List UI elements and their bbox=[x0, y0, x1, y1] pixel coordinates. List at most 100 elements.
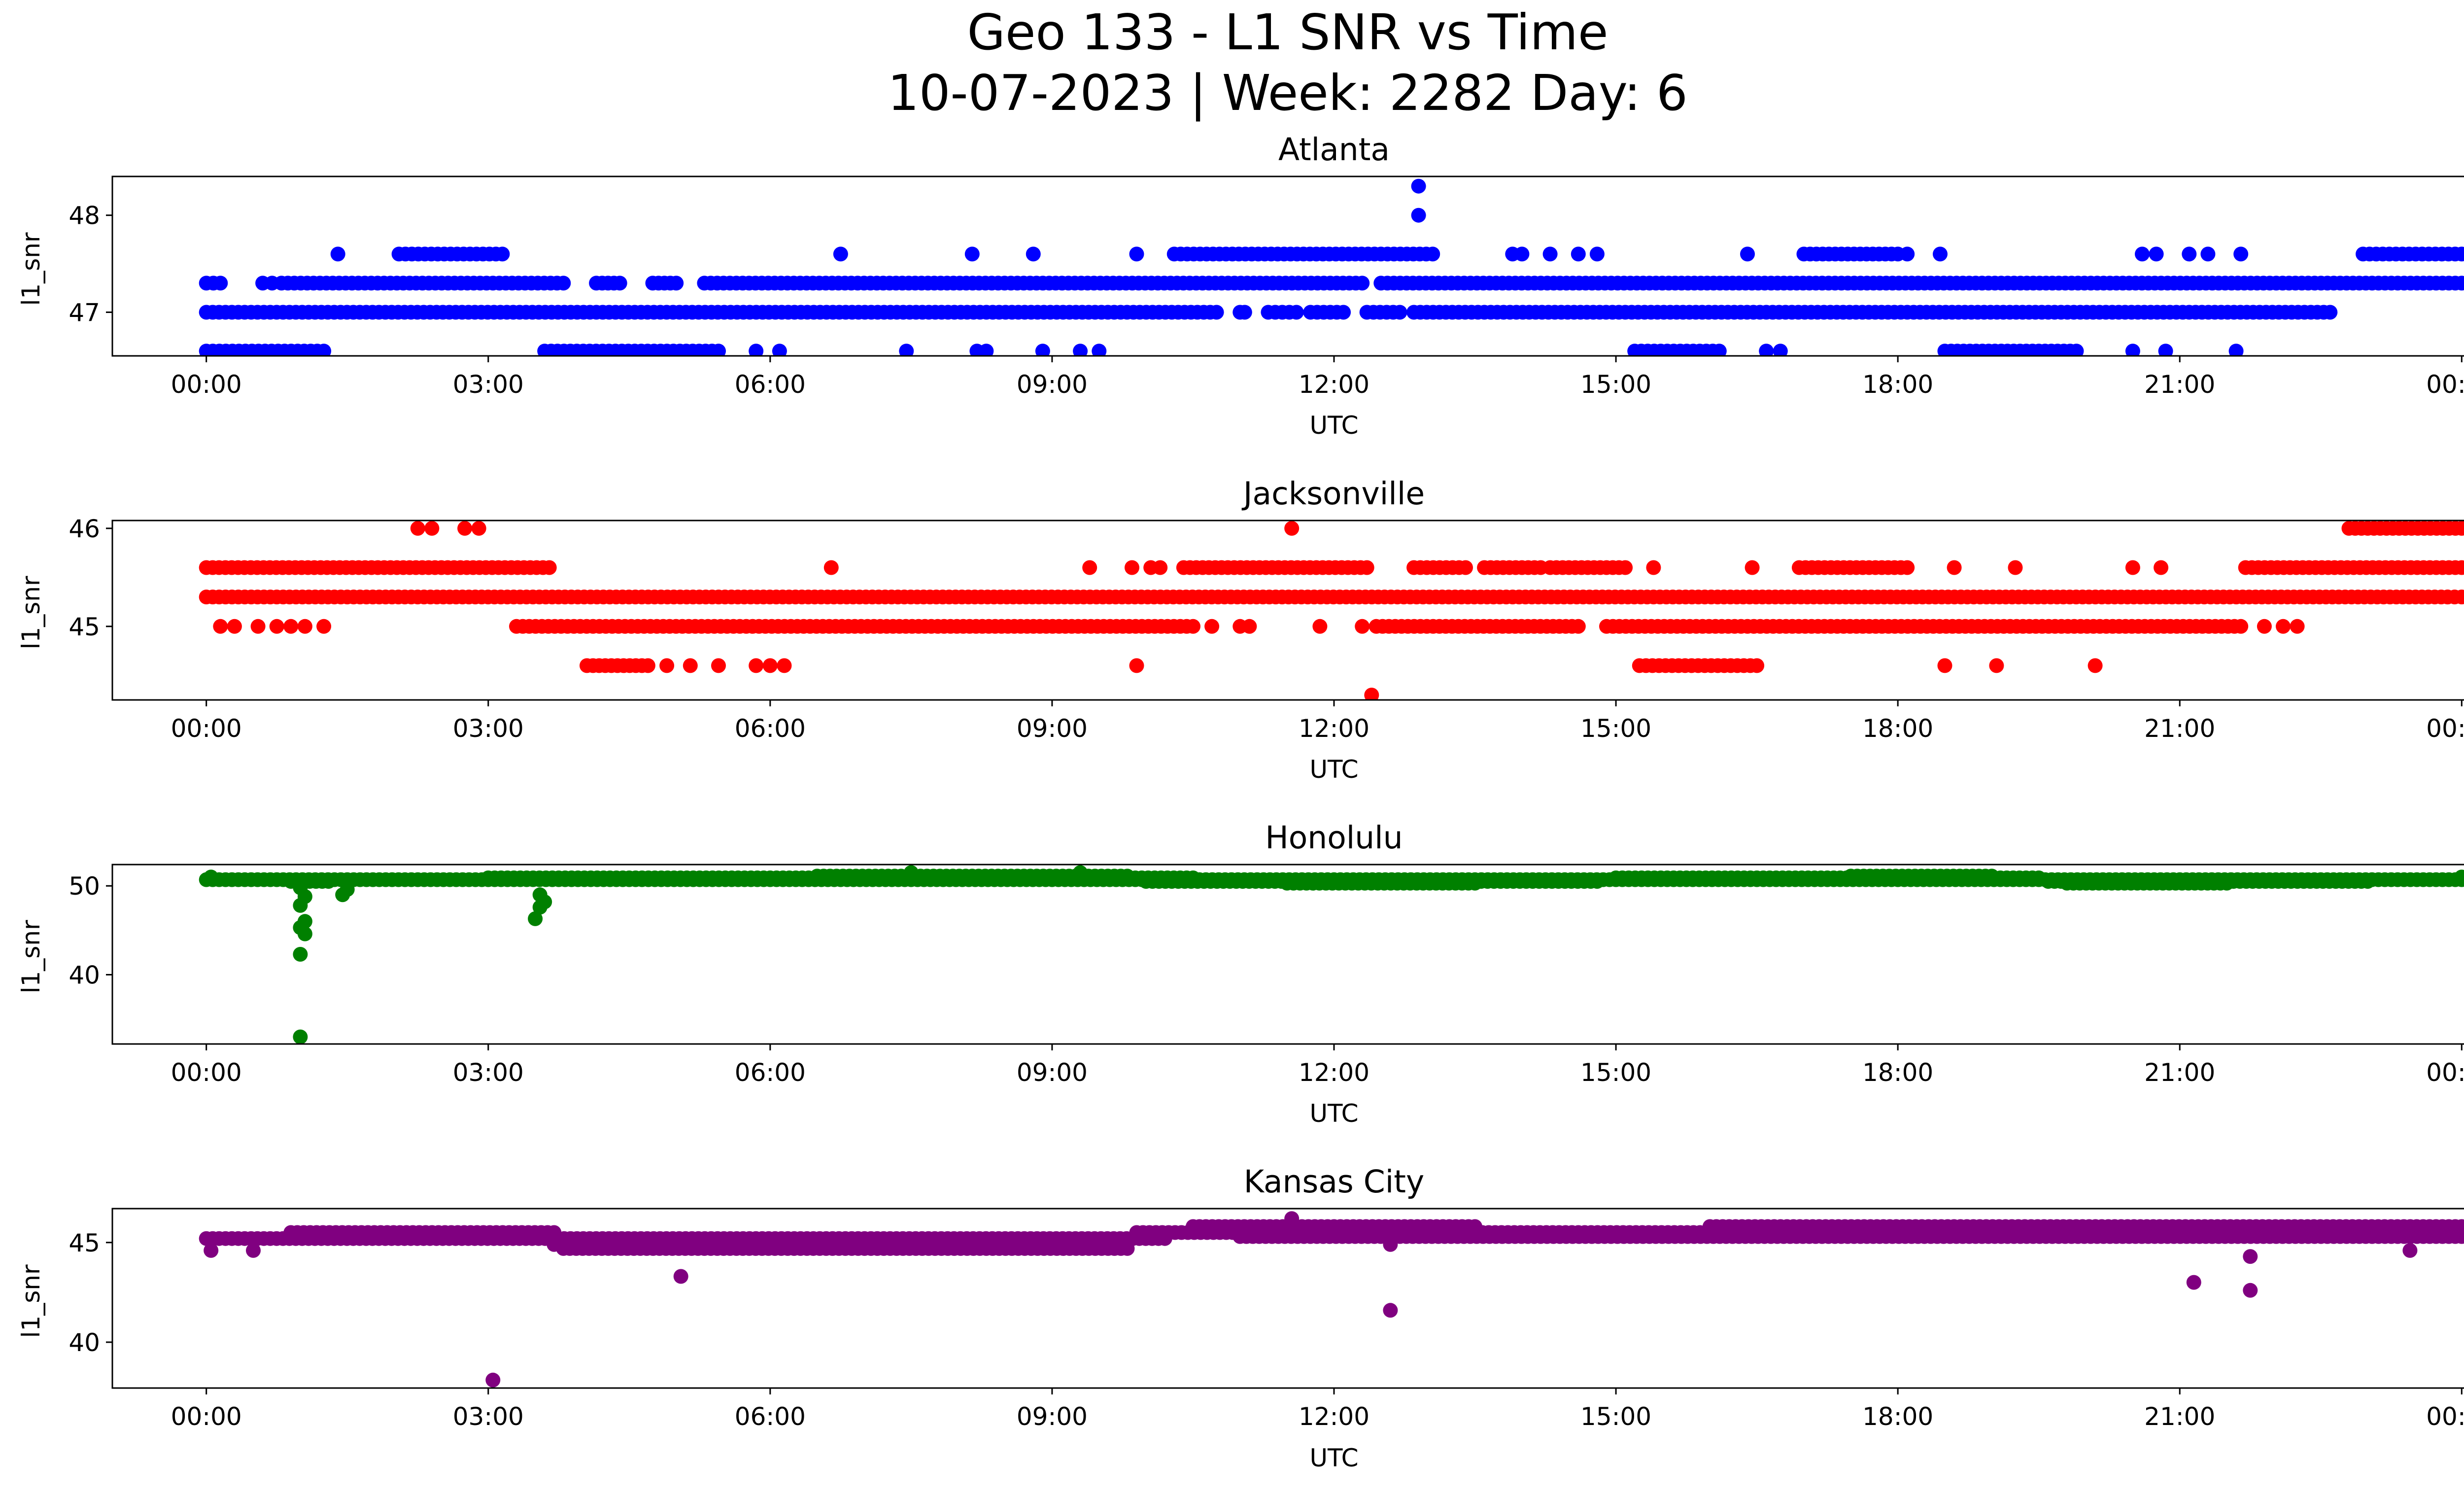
y-tick-label: 50 bbox=[68, 872, 100, 901]
data-point bbox=[321, 874, 336, 889]
x-tick-label: 21:00 bbox=[2144, 714, 2215, 743]
data-point bbox=[2135, 246, 2150, 262]
data-point bbox=[899, 344, 914, 356]
data-point bbox=[2182, 246, 2197, 262]
x-tick-label: 18:00 bbox=[1862, 1058, 1933, 1087]
x-tick-label: 00:00 bbox=[2426, 370, 2464, 399]
data-point bbox=[1589, 246, 1605, 262]
y-tick-label: 45 bbox=[68, 613, 100, 641]
x-tick-label: 15:00 bbox=[1580, 1058, 1651, 1087]
x-tick-label: 06:00 bbox=[735, 370, 806, 399]
data-point bbox=[2200, 246, 2216, 262]
x-tick-label: 00:00 bbox=[171, 1058, 242, 1087]
data-point bbox=[1284, 1211, 1300, 1226]
data-point bbox=[340, 882, 355, 897]
data-point bbox=[1336, 305, 1351, 320]
data-point bbox=[2186, 1275, 2201, 1290]
x-tick-label: 00:00 bbox=[171, 714, 242, 743]
data-point bbox=[2454, 521, 2464, 536]
x-tick-label: 03:00 bbox=[453, 714, 524, 743]
x-tick-label: 09:00 bbox=[1017, 1402, 1088, 1431]
data-point bbox=[532, 900, 548, 915]
x-axis-label: UTC bbox=[1309, 1444, 1358, 1472]
data-point bbox=[1209, 305, 1224, 320]
data-point bbox=[410, 521, 425, 536]
y-axis-label: l1_snr bbox=[17, 232, 45, 306]
data-point bbox=[1204, 619, 1220, 634]
data-point bbox=[269, 619, 284, 634]
data-point bbox=[1355, 276, 1370, 291]
x-tick-label: 21:00 bbox=[2144, 1058, 2215, 1087]
data-point bbox=[1989, 658, 2004, 673]
x-tick-label: 03:00 bbox=[453, 1402, 524, 1431]
data-point bbox=[749, 658, 764, 673]
data-point bbox=[1468, 875, 1482, 891]
data-point bbox=[471, 521, 486, 536]
data-point bbox=[1359, 560, 1374, 575]
x-tick-label: 00:00 bbox=[171, 1402, 242, 1431]
x-tick-label: 21:00 bbox=[2144, 1402, 2215, 1431]
data-point bbox=[777, 658, 792, 673]
data-point bbox=[1589, 874, 1605, 889]
data-point bbox=[1618, 560, 1633, 575]
data-point bbox=[2276, 619, 2291, 634]
x-tick-label: 06:00 bbox=[735, 1402, 806, 1431]
data-point bbox=[204, 869, 219, 885]
y-axis-label: l1_snr bbox=[17, 576, 45, 649]
data-point bbox=[1425, 246, 1440, 262]
data-point bbox=[1571, 619, 1586, 634]
data-point bbox=[2402, 1243, 2418, 1258]
data-point bbox=[1514, 246, 1530, 262]
data-point bbox=[1153, 560, 1168, 575]
y-tick-label: 47 bbox=[68, 298, 100, 327]
data-point bbox=[1125, 560, 1139, 575]
figure-title-line2: 10-07-2023 | Week: 2282 Day: 6 bbox=[888, 64, 1687, 122]
x-axis-label: UTC bbox=[1309, 755, 1358, 784]
x-tick-label: 00:00 bbox=[171, 370, 242, 399]
data-point bbox=[762, 658, 778, 673]
data-point bbox=[2454, 1229, 2464, 1244]
data-point bbox=[424, 521, 440, 536]
data-point bbox=[1284, 521, 1300, 536]
data-point bbox=[979, 344, 994, 356]
panel-title: Atlanta bbox=[1278, 132, 1390, 168]
x-tick-label: 18:00 bbox=[1862, 1402, 1933, 1431]
x-tick-label: 03:00 bbox=[453, 1058, 524, 1087]
y-tick-label: 45 bbox=[68, 1229, 100, 1257]
data-point bbox=[2233, 246, 2249, 262]
data-point bbox=[1458, 560, 1473, 575]
data-point bbox=[227, 619, 242, 634]
data-point bbox=[556, 276, 571, 291]
data-point bbox=[547, 1225, 562, 1240]
data-point bbox=[772, 344, 787, 356]
data-point bbox=[683, 658, 698, 673]
data-point bbox=[2454, 276, 2464, 291]
data-point bbox=[297, 619, 312, 634]
data-point bbox=[2257, 619, 2272, 634]
data-point bbox=[246, 1243, 261, 1258]
y-tick-label: 46 bbox=[68, 515, 100, 543]
data-point bbox=[749, 344, 764, 356]
data-point bbox=[297, 926, 312, 941]
data-point bbox=[1900, 560, 1915, 575]
data-point bbox=[1026, 246, 1041, 262]
data-point bbox=[1759, 344, 1774, 356]
x-tick-label: 09:00 bbox=[1017, 370, 1088, 399]
data-point bbox=[250, 619, 266, 634]
data-point bbox=[283, 619, 299, 634]
data-point bbox=[1383, 1303, 1398, 1318]
x-tick-label: 12:00 bbox=[1299, 1402, 1369, 1431]
data-point bbox=[1073, 865, 1088, 880]
data-point bbox=[2008, 560, 2023, 575]
data-point bbox=[213, 276, 228, 291]
data-point bbox=[316, 619, 332, 634]
data-point bbox=[1082, 560, 1097, 575]
data-point bbox=[1711, 344, 1727, 356]
panel-title: Kansas City bbox=[1244, 1164, 1425, 1200]
y-axis-label: l1_snr bbox=[17, 920, 45, 993]
data-point bbox=[612, 276, 627, 291]
data-point bbox=[833, 246, 848, 262]
data-point bbox=[2454, 590, 2464, 605]
data-point bbox=[1745, 560, 1760, 575]
